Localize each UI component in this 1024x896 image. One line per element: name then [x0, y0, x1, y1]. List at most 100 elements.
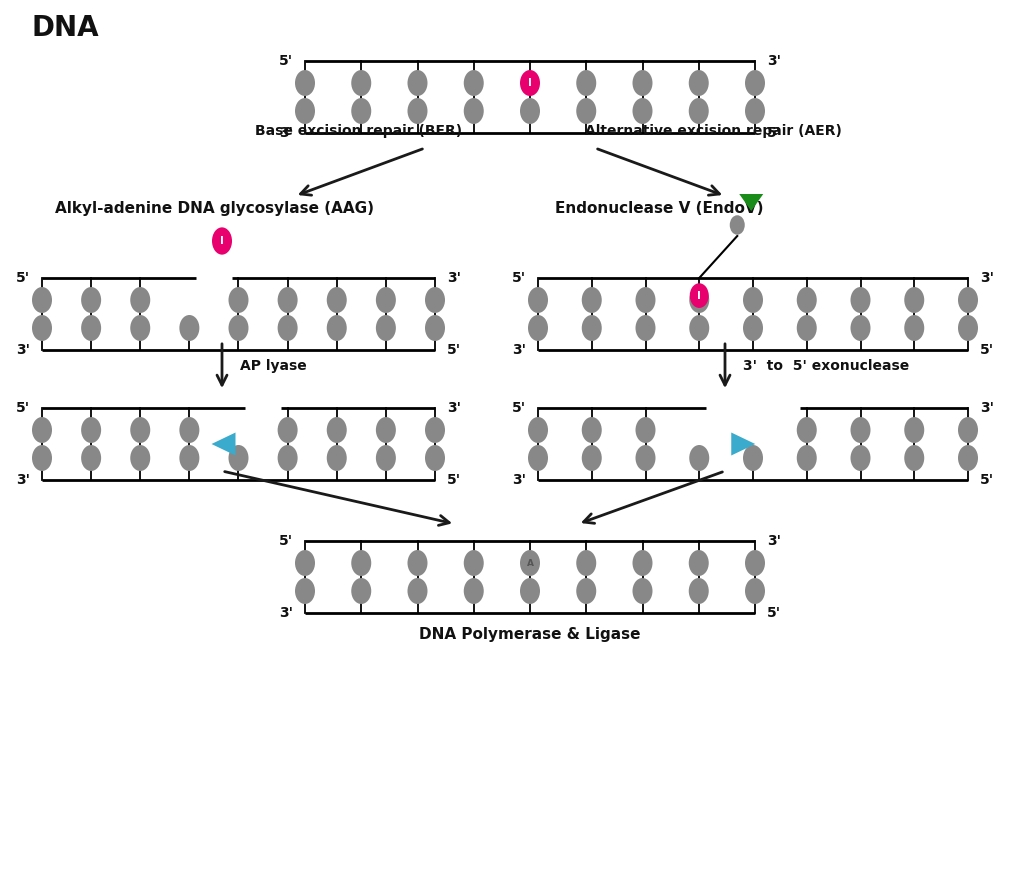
Ellipse shape	[689, 70, 709, 96]
Text: 3': 3'	[980, 401, 994, 415]
Text: 5': 5'	[279, 54, 293, 68]
Ellipse shape	[425, 417, 445, 443]
Ellipse shape	[520, 98, 540, 124]
Text: 5': 5'	[447, 473, 461, 487]
Ellipse shape	[577, 550, 596, 576]
Ellipse shape	[690, 283, 709, 308]
Ellipse shape	[425, 445, 445, 471]
Ellipse shape	[582, 417, 602, 443]
Text: I: I	[220, 236, 224, 246]
Ellipse shape	[408, 70, 427, 96]
Ellipse shape	[130, 417, 151, 443]
Ellipse shape	[179, 315, 200, 341]
Text: 5': 5'	[279, 534, 293, 548]
Ellipse shape	[689, 445, 710, 471]
Ellipse shape	[577, 70, 596, 96]
Ellipse shape	[351, 70, 372, 96]
Text: 5': 5'	[980, 343, 994, 357]
Ellipse shape	[376, 445, 396, 471]
Ellipse shape	[633, 70, 652, 96]
Ellipse shape	[351, 550, 372, 576]
Ellipse shape	[904, 445, 925, 471]
Ellipse shape	[633, 98, 652, 124]
Ellipse shape	[528, 417, 548, 443]
Ellipse shape	[81, 445, 101, 471]
Text: I: I	[528, 78, 531, 88]
Ellipse shape	[425, 287, 445, 313]
Ellipse shape	[464, 98, 483, 124]
Ellipse shape	[636, 315, 655, 341]
Ellipse shape	[689, 98, 709, 124]
Ellipse shape	[278, 445, 298, 471]
Text: Alternative excision repair (AER): Alternative excision repair (AER)	[585, 124, 842, 138]
Ellipse shape	[851, 287, 870, 313]
Ellipse shape	[228, 445, 249, 471]
Ellipse shape	[797, 445, 817, 471]
Text: 3': 3'	[447, 271, 461, 285]
Ellipse shape	[130, 315, 151, 341]
Ellipse shape	[376, 287, 396, 313]
Ellipse shape	[958, 445, 978, 471]
Ellipse shape	[295, 98, 315, 124]
Text: 3': 3'	[279, 606, 293, 620]
Ellipse shape	[633, 550, 652, 576]
Ellipse shape	[745, 578, 765, 604]
Polygon shape	[212, 433, 236, 455]
Text: 5': 5'	[767, 606, 781, 620]
Text: 3': 3'	[512, 473, 526, 487]
Text: 3': 3'	[980, 271, 994, 285]
Ellipse shape	[520, 70, 540, 96]
Text: 3': 3'	[447, 401, 461, 415]
Ellipse shape	[528, 315, 548, 341]
Text: 3': 3'	[767, 534, 781, 548]
Ellipse shape	[528, 287, 548, 313]
Ellipse shape	[278, 287, 298, 313]
Ellipse shape	[32, 417, 52, 443]
Ellipse shape	[689, 287, 710, 313]
Text: A: A	[526, 558, 534, 567]
Ellipse shape	[851, 315, 870, 341]
Ellipse shape	[797, 417, 817, 443]
Ellipse shape	[577, 98, 596, 124]
Ellipse shape	[32, 287, 52, 313]
Ellipse shape	[464, 578, 483, 604]
Ellipse shape	[743, 315, 763, 341]
Ellipse shape	[730, 215, 744, 235]
Text: 3': 3'	[16, 473, 30, 487]
Text: I: I	[697, 290, 701, 300]
Ellipse shape	[179, 417, 200, 443]
Ellipse shape	[327, 315, 347, 341]
Ellipse shape	[130, 287, 151, 313]
Ellipse shape	[327, 417, 347, 443]
Text: DNA: DNA	[32, 14, 99, 42]
Ellipse shape	[520, 550, 540, 576]
Ellipse shape	[636, 287, 655, 313]
Text: AP lyase: AP lyase	[240, 359, 307, 373]
Ellipse shape	[179, 445, 200, 471]
Ellipse shape	[130, 445, 151, 471]
Ellipse shape	[228, 315, 249, 341]
Text: Base excision repair (BER): Base excision repair (BER)	[255, 124, 462, 138]
Ellipse shape	[958, 315, 978, 341]
Ellipse shape	[636, 445, 655, 471]
Ellipse shape	[295, 550, 315, 576]
Ellipse shape	[327, 287, 347, 313]
Text: 3': 3'	[512, 343, 526, 357]
Ellipse shape	[464, 70, 483, 96]
Ellipse shape	[689, 315, 710, 341]
Ellipse shape	[582, 445, 602, 471]
Ellipse shape	[743, 287, 763, 313]
Text: DNA Polymerase & Ligase: DNA Polymerase & Ligase	[419, 626, 641, 642]
Polygon shape	[739, 194, 763, 211]
Ellipse shape	[212, 228, 232, 254]
Ellipse shape	[904, 417, 925, 443]
Ellipse shape	[228, 287, 249, 313]
Ellipse shape	[904, 315, 925, 341]
Ellipse shape	[425, 315, 445, 341]
Text: 5': 5'	[980, 473, 994, 487]
Ellipse shape	[633, 578, 652, 604]
Ellipse shape	[851, 445, 870, 471]
Ellipse shape	[689, 578, 709, 604]
Ellipse shape	[81, 287, 101, 313]
Ellipse shape	[636, 417, 655, 443]
